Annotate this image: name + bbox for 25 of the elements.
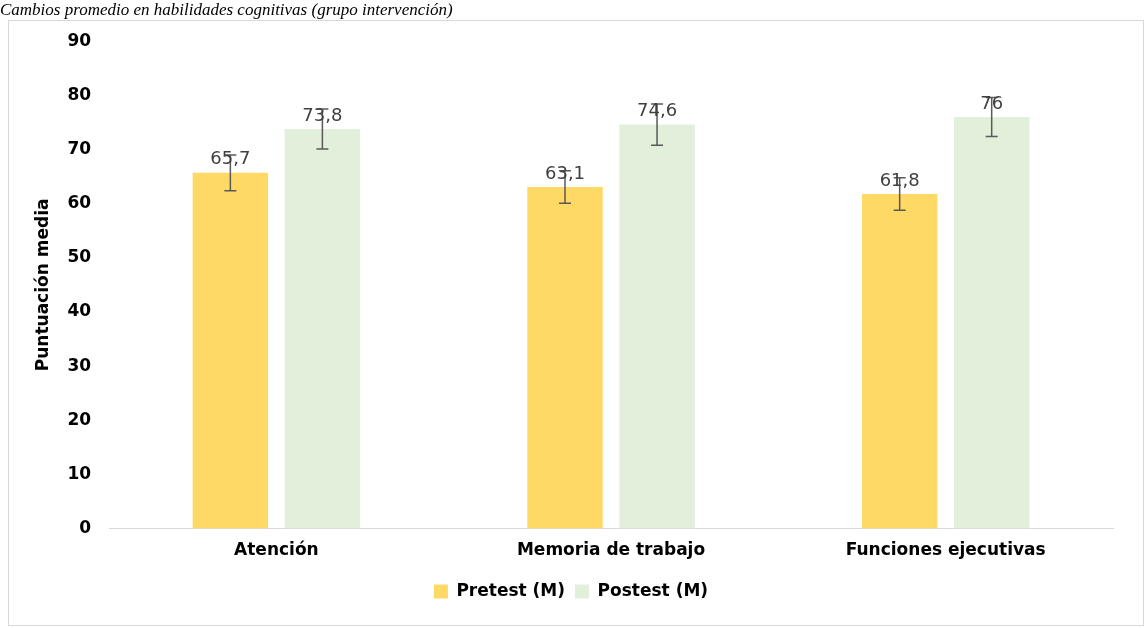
bar: [192, 172, 269, 529]
y-tick-label: 60: [67, 192, 92, 213]
y-tick-label: 40: [67, 300, 92, 321]
y-axis-title: Puntuación media: [31, 198, 52, 372]
y-tick-label: 90: [67, 29, 92, 50]
x-tick-label: Memoria de trabajo: [516, 539, 706, 560]
y-tick-label: 80: [67, 83, 92, 104]
bar: [619, 124, 695, 529]
bar: [527, 186, 603, 529]
chart-title: Cambios promedio en habilidades cognitivas (grupo intervención): [0, 0, 453, 20]
y-tick-label: 10: [67, 462, 92, 483]
y-tick-label: 70: [67, 137, 92, 158]
y-tick-label: 30: [67, 354, 92, 375]
y-tick-label: 50: [67, 246, 92, 267]
x-tick-label: Funciones ejecutivas: [845, 539, 1046, 560]
y-tick-label: 20: [67, 408, 92, 429]
bar: [953, 117, 1030, 529]
data-label: 61,8: [879, 168, 920, 190]
bar: [861, 193, 938, 529]
y-tick-label: 0: [79, 517, 92, 538]
x-tick-label: Atención: [234, 539, 319, 560]
data-label: 63,1: [544, 161, 586, 183]
bar: [284, 128, 361, 529]
legend-label: Postest (M): [597, 579, 709, 600]
legend-label: Pretest (M): [456, 579, 566, 600]
